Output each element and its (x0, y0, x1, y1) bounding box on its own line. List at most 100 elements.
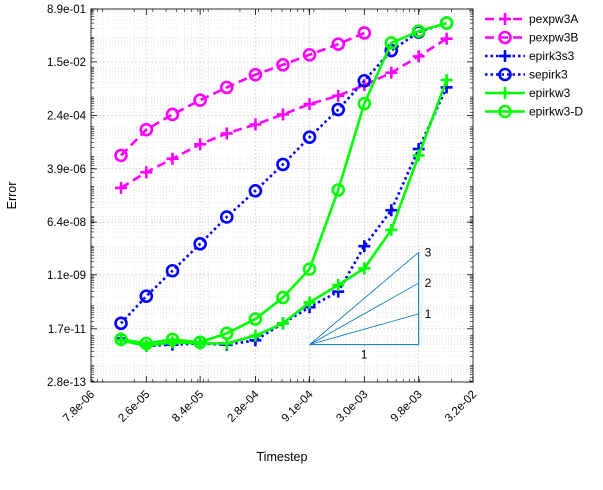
legend-marker (499, 50, 511, 62)
x-tick-label: 9.1e-04 (280, 388, 316, 424)
data-point (358, 262, 371, 275)
legend-item-epirkw3: epirkw3 (485, 86, 571, 100)
y-axis-label: Error (5, 182, 19, 210)
data-point (139, 336, 154, 351)
data-point (331, 183, 346, 197)
data-point (249, 118, 262, 131)
data-point (303, 296, 316, 309)
data-point (276, 57, 290, 72)
legend-label: epirkw3-D (529, 105, 583, 119)
legend-item-epirk3s3: epirk3s3 (485, 49, 575, 63)
slope-line-2 (309, 282, 419, 346)
data-point (193, 93, 207, 108)
data-point (303, 98, 316, 111)
axis-ticks: 7.8e-06 2.6e-05 8.4e-05 2.8e-04 9.1e-04 3.0e-… (47, 4, 479, 425)
legend-marker (498, 30, 512, 45)
data-point (248, 67, 263, 82)
data-point (276, 317, 289, 330)
data-point (219, 80, 234, 95)
series-epirkw3-D (114, 16, 454, 351)
series-pexpw3A (115, 32, 453, 194)
x-tick-label: 9.8e-03 (389, 389, 425, 425)
data-point (248, 312, 263, 326)
data-point (331, 102, 346, 117)
data-point (440, 32, 453, 45)
legend-marker (499, 87, 511, 99)
data-point (411, 24, 426, 39)
x-tick-label: 3.0e-03 (334, 389, 370, 425)
legend-label: epirk3s3 (529, 49, 575, 63)
data-point (302, 130, 317, 144)
data-point (219, 326, 234, 341)
y-tick-label: 2.4e-04 (47, 110, 87, 122)
data-point (194, 138, 207, 151)
legend-item-pexpw3B: pexpw3B (485, 31, 578, 45)
y-tick-label: 8.9e-01 (47, 4, 86, 16)
x-tick-label: 2.8e-04 (225, 388, 261, 424)
data-point (331, 37, 346, 51)
data-point (332, 278, 345, 291)
slope-label-2: 2 (425, 276, 432, 290)
series-epirk3s3 (115, 81, 453, 353)
data-point (276, 157, 290, 172)
series-line (120, 21, 447, 345)
y-tick-label: 1.1e-09 (47, 270, 86, 282)
data-point (193, 237, 207, 251)
data-point (357, 96, 372, 111)
series-line (120, 31, 365, 157)
data-point (439, 16, 454, 30)
slope-label-3: 3 (425, 245, 432, 259)
data-point (139, 122, 154, 137)
data-point (276, 290, 290, 305)
y-tick-label: 3.9e-06 (47, 164, 86, 176)
data-point (193, 335, 207, 350)
series-pexpw3B (114, 26, 372, 163)
data-point (165, 332, 180, 347)
data-point (114, 332, 128, 347)
data-point (412, 149, 425, 162)
legend-label: pexpw3A (529, 12, 578, 26)
data-point (302, 262, 317, 276)
slope-line-3 (309, 251, 419, 345)
y-tick-label: 1.7e-11 (48, 324, 86, 336)
legend-label: epirkw3 (529, 86, 571, 100)
data-point (165, 107, 180, 122)
data-point (140, 166, 153, 179)
data-point (248, 183, 263, 198)
data-point (384, 36, 399, 50)
data-point (357, 26, 372, 40)
x-tick-label: 2.6e-05 (116, 389, 152, 425)
slope-line-1 (309, 313, 419, 346)
data-point (165, 263, 180, 278)
series-line (120, 21, 447, 325)
series-group (114, 16, 454, 353)
data-point (357, 73, 372, 88)
data-point (385, 223, 398, 236)
data-point (302, 47, 317, 62)
data-point (166, 152, 179, 165)
x-tick-label: 3.2e-02 (443, 389, 479, 425)
legend-label: sepirk3 (529, 68, 568, 82)
legend-marker (499, 13, 511, 25)
legend-marker (498, 67, 512, 82)
data-point (114, 316, 128, 331)
data-point (114, 148, 128, 163)
data-point (358, 240, 371, 253)
x-tick-label: 8.4e-05 (170, 389, 206, 425)
legend-label: pexpw3B (529, 31, 578, 45)
data-point (412, 50, 425, 63)
legend-marker (498, 104, 512, 119)
legend-item-epirkw3-D: epirkw3-D (485, 105, 583, 119)
data-point (276, 108, 289, 121)
data-point (139, 289, 154, 304)
data-point (385, 204, 398, 217)
slope-triangle: 1 2 3 1 (309, 245, 432, 362)
data-point (440, 74, 453, 87)
x-axis-label: Timestep (257, 450, 308, 464)
y-tick-label: 2.8e-13 (47, 377, 86, 389)
slope-base-label: 1 (361, 348, 368, 362)
data-point (385, 66, 398, 79)
data-point (220, 127, 233, 140)
x-tick-label: 7.8e-06 (61, 389, 97, 425)
